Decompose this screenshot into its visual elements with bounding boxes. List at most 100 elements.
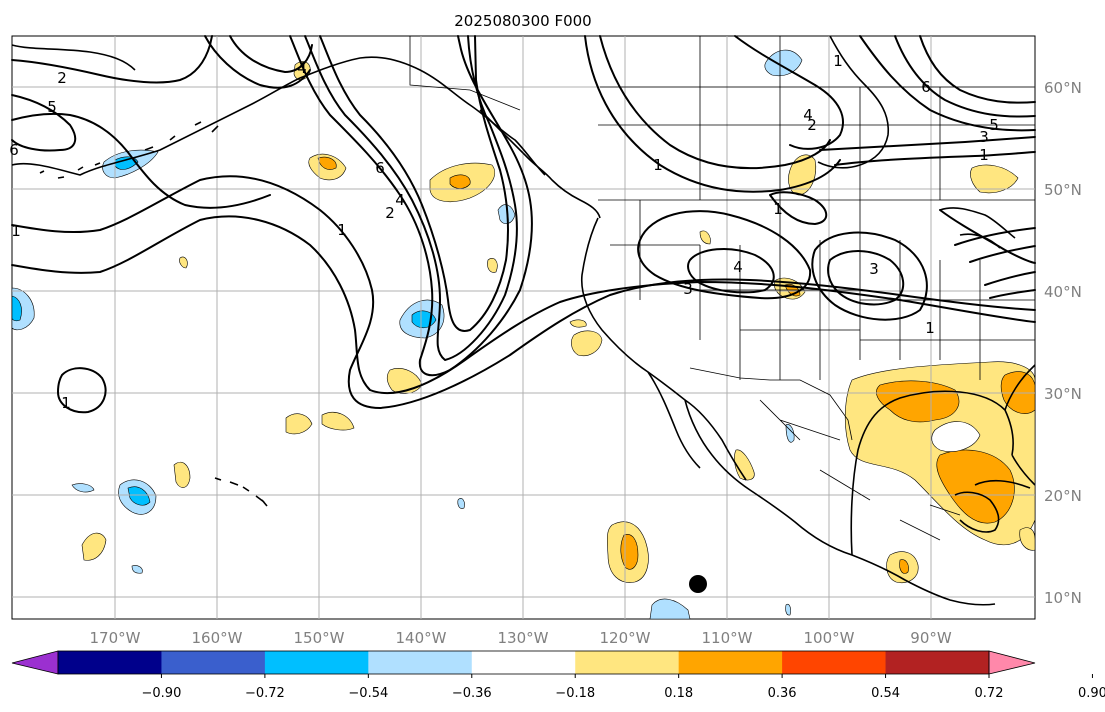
colorbar-tick-label: −0.72 bbox=[245, 686, 285, 701]
contour-east-5 bbox=[989, 289, 1036, 299]
colorbar-ticks: −0.90 −0.72 −0.54 −0.36 −0.18 0.18 0.36 0.54 0.7… bbox=[142, 674, 1105, 701]
latitude-labels: 60°N 50°N 40°N 30°N 20°N 10°N bbox=[1044, 79, 1082, 607]
coast-hudson-bay bbox=[817, 35, 890, 169]
lon-label: 100°W bbox=[804, 629, 855, 647]
contour-canada-2 bbox=[599, 35, 831, 170]
contour-label: 1 bbox=[653, 156, 663, 174]
contour-canada-4 bbox=[769, 191, 828, 225]
contour-ne-2 bbox=[894, 35, 1036, 118]
contour-ring-west bbox=[57, 367, 107, 414]
shade-gulf-hole bbox=[931, 421, 981, 452]
colorbar-extend-low bbox=[11, 650, 59, 675]
contour-1 bbox=[11, 175, 1036, 409]
colorbar-segment bbox=[678, 651, 783, 674]
shade-neg-small-2 bbox=[131, 565, 143, 574]
contour-label: 1 bbox=[833, 52, 843, 70]
shade-aleut-orange bbox=[317, 156, 337, 170]
contour-8 bbox=[11, 112, 271, 209]
coast-siberia bbox=[11, 44, 136, 71]
colorbar-segment bbox=[58, 651, 162, 674]
contour-label: 3 bbox=[869, 260, 879, 278]
shade-calif-2 bbox=[569, 319, 587, 328]
contour-9 bbox=[204, 35, 311, 89]
colorbar: −0.90 −0.72 −0.54 −0.36 −0.18 0.18 0.36 0.54 0.7… bbox=[11, 650, 1105, 701]
contour-label: 1 bbox=[11, 222, 21, 240]
coast-cuba bbox=[974, 479, 1031, 489]
colorbar-tick-label: −0.36 bbox=[452, 686, 492, 701]
contour-rockies-inner bbox=[687, 248, 775, 294]
coast-us-west bbox=[580, 217, 996, 606]
shade-caribbean-orange bbox=[899, 559, 909, 574]
shade-neg-west-edge-mid bbox=[11, 295, 22, 322]
contour-5 bbox=[319, 35, 509, 332]
border-mexico-states bbox=[759, 399, 961, 541]
lat-label: 40°N bbox=[1044, 283, 1082, 301]
contour-label: 4 bbox=[395, 191, 405, 209]
border-alaska-canada bbox=[409, 36, 521, 111]
lon-label: 140°W bbox=[396, 629, 447, 647]
shade-cpac-5 bbox=[179, 256, 188, 269]
shade-neg-small-4 bbox=[785, 603, 791, 616]
contour-east-4 bbox=[984, 271, 1036, 286]
shade-cpac-3 bbox=[321, 411, 355, 431]
colorbar-tick-label: 0.54 bbox=[871, 686, 900, 701]
lat-label: 20°N bbox=[1044, 487, 1082, 505]
shade-neg-epac-south bbox=[649, 598, 691, 620]
contour-3 bbox=[289, 35, 533, 377]
lon-label: 130°W bbox=[498, 629, 549, 647]
colorbar-segment bbox=[264, 651, 369, 674]
contour-label: 4 bbox=[733, 258, 743, 276]
contour-label: 2 bbox=[807, 116, 817, 134]
lon-label: 120°W bbox=[600, 629, 651, 647]
contour-canada-1 bbox=[584, 35, 841, 193]
coast-yucatan bbox=[954, 491, 1000, 533]
contour-label: 5 bbox=[47, 98, 57, 116]
contour-6 bbox=[11, 94, 77, 152]
shade-east-edge bbox=[1019, 527, 1036, 551]
shade-neg-small-1 bbox=[71, 483, 95, 493]
colorbar-tick-label: 0.72 bbox=[975, 686, 1004, 701]
colorbar-segment bbox=[161, 651, 266, 674]
shade-oregon bbox=[487, 258, 498, 273]
contour-lines bbox=[11, 35, 1036, 414]
colorbar-segment bbox=[782, 651, 887, 674]
lat-label: 10°N bbox=[1044, 589, 1082, 607]
coast-hawaii bbox=[214, 477, 268, 507]
shade-neg-hawaii-mid bbox=[127, 486, 151, 506]
contour-plains bbox=[827, 250, 905, 306]
colorbar-tick-label: 0.36 bbox=[768, 686, 797, 701]
contour-label: 1 bbox=[337, 221, 347, 239]
contour-4 bbox=[304, 35, 518, 361]
coast-gulf bbox=[850, 390, 1036, 556]
colorbar-tick-label: −0.18 bbox=[555, 686, 595, 701]
lon-label: 170°W bbox=[90, 629, 141, 647]
contour-label: 6 bbox=[921, 78, 931, 96]
contour-7 bbox=[11, 35, 213, 84]
lat-label: 50°N bbox=[1044, 181, 1082, 199]
lat-label: 30°N bbox=[1044, 385, 1082, 403]
colorbar-segment bbox=[575, 651, 680, 674]
location-marker bbox=[689, 575, 707, 593]
longitude-labels: 170°W 160°W 150°W 140°W 130°W 120°W 110°… bbox=[90, 629, 952, 647]
shade-cpac-2 bbox=[285, 413, 313, 435]
contour-label: 4 bbox=[297, 59, 307, 77]
shade-gulfak-orange bbox=[449, 174, 471, 189]
lon-label: 110°W bbox=[702, 629, 753, 647]
contour-label: 1 bbox=[61, 394, 71, 412]
lon-label: 90°W bbox=[910, 629, 952, 647]
shade-neg-small-3 bbox=[457, 498, 465, 509]
contour-label: 6 bbox=[9, 141, 19, 159]
colorbar-segments bbox=[58, 651, 990, 674]
contour-label: 1 bbox=[979, 146, 989, 164]
coast-baja bbox=[647, 371, 747, 481]
contour-label: 1 bbox=[773, 200, 783, 218]
shade-canada-2 bbox=[970, 164, 1019, 194]
shade-neg-hudson bbox=[764, 49, 803, 77]
contour-label: 1 bbox=[925, 319, 935, 337]
contour-label: 2 bbox=[385, 204, 395, 222]
shade-wpac-1 bbox=[81, 532, 107, 561]
contour-ne-1 bbox=[859, 35, 1036, 132]
coast-florida bbox=[1004, 364, 1036, 411]
colorbar-tick-label: 0.18 bbox=[664, 686, 693, 701]
